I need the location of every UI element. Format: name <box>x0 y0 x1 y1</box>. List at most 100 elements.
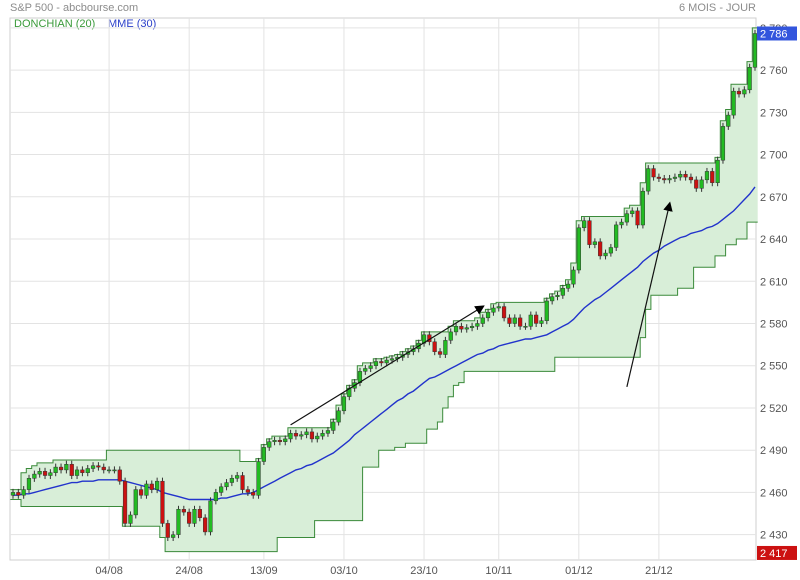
candle <box>603 252 608 257</box>
candle <box>192 509 197 524</box>
candle <box>651 168 656 178</box>
x-tick-label: 23/10 <box>410 565 438 577</box>
candle <box>432 341 437 352</box>
candle <box>336 410 341 423</box>
candle <box>101 466 106 471</box>
x-tick-label: 21/12 <box>645 565 673 577</box>
candle <box>325 430 331 434</box>
x-tick-label: 13/09 <box>250 565 278 577</box>
x-tick-label: 01/12 <box>565 565 593 577</box>
candle <box>283 438 288 442</box>
candle <box>464 327 469 330</box>
trend-arrows <box>290 201 673 426</box>
candle <box>635 210 640 226</box>
legend-mme: MME (30) <box>108 18 157 30</box>
candle <box>379 361 384 364</box>
candle <box>10 492 16 496</box>
candle <box>32 473 37 479</box>
candle <box>261 447 266 462</box>
candle <box>630 210 635 214</box>
candle <box>96 465 101 468</box>
candle <box>726 114 731 127</box>
low-value-badge-bg <box>757 545 797 560</box>
period-label[interactable]: 6 MOIS - JOUR <box>678 2 756 14</box>
y-tick-label: 2 670 <box>760 192 788 204</box>
candle <box>469 326 475 328</box>
donchian-channel <box>10 27 758 553</box>
candle <box>112 469 117 472</box>
candle <box>688 176 694 181</box>
candle <box>560 288 565 296</box>
candle <box>48 472 53 476</box>
candle <box>320 433 325 437</box>
candle <box>576 227 581 271</box>
candle <box>42 471 48 476</box>
candle <box>26 478 32 490</box>
candle <box>720 126 726 161</box>
plot-frame <box>9 17 757 561</box>
candle <box>53 466 58 473</box>
trend-arrow <box>626 201 673 387</box>
trend-arrow <box>290 305 485 426</box>
candle <box>176 509 181 535</box>
candle <box>293 433 299 437</box>
candle <box>373 361 379 366</box>
candle <box>453 326 459 333</box>
y-tick-label: 2 580 <box>760 318 788 330</box>
candle <box>614 224 619 248</box>
candle <box>662 178 667 181</box>
candle <box>491 307 496 313</box>
candle <box>219 486 224 493</box>
candle <box>187 511 192 524</box>
candle <box>448 331 453 341</box>
candle <box>480 317 485 324</box>
candle <box>550 296 555 302</box>
candle <box>235 475 240 479</box>
candle <box>229 478 234 483</box>
candle <box>64 464 69 471</box>
y-tick-label: 2 460 <box>760 487 788 499</box>
candle <box>747 67 752 91</box>
candle <box>155 480 160 490</box>
candle <box>304 431 309 435</box>
x-tick-label: 24/08 <box>175 565 203 577</box>
candle <box>224 482 229 488</box>
candle <box>299 434 304 437</box>
candle <box>587 220 592 245</box>
candle <box>459 326 464 330</box>
candle <box>656 176 661 179</box>
y-tick-label: 2 550 <box>760 361 788 373</box>
low-value-badge: 2 417 <box>760 548 788 560</box>
candle <box>624 213 629 223</box>
y-tick-label: 2 520 <box>760 403 788 415</box>
donchian-fill <box>10 27 758 552</box>
chart-title: S&P 500 - abcbourse.com <box>10 2 139 14</box>
y-tick-label: 2 760 <box>760 65 788 77</box>
y-tick-label: 2 430 <box>760 530 788 542</box>
candle <box>619 221 624 226</box>
candle <box>37 471 42 475</box>
y-tick-label: 2 640 <box>760 234 788 246</box>
candle <box>672 176 678 179</box>
candle <box>363 368 368 372</box>
donchian-lower <box>10 221 758 553</box>
candle <box>496 306 501 309</box>
candle <box>90 465 96 469</box>
candle <box>160 480 165 524</box>
candle <box>518 317 523 327</box>
candle <box>149 483 154 490</box>
candle <box>608 247 613 254</box>
moving-average <box>13 186 756 501</box>
candle <box>507 317 512 324</box>
candle <box>256 461 261 496</box>
candle <box>523 326 528 328</box>
candle <box>475 323 480 327</box>
candle <box>74 469 80 476</box>
candle <box>181 509 186 513</box>
candle <box>571 269 576 285</box>
candle <box>592 241 597 245</box>
x-tick-label: 03/10 <box>330 565 358 577</box>
candle <box>165 523 170 538</box>
candle <box>69 464 74 476</box>
